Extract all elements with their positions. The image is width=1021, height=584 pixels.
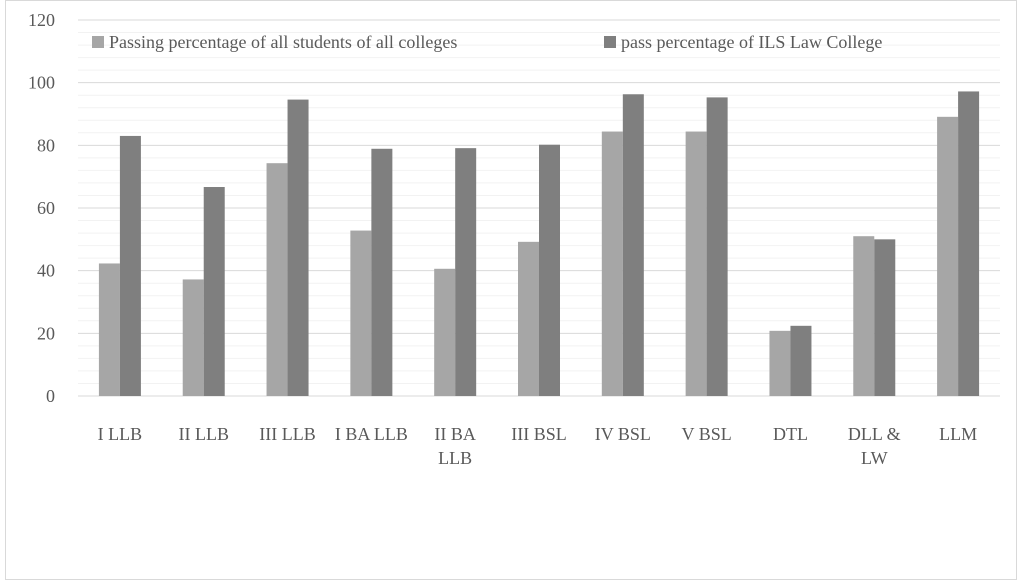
legend: Passing percentage of all students of al…: [92, 32, 882, 52]
x-tick-label: LLM: [939, 424, 977, 444]
legend-label: pass percentage of ILS Law College: [621, 32, 882, 52]
y-tick-label: 120: [28, 10, 55, 30]
bar-ils-law-college: [706, 97, 728, 396]
bar-ils-law-college: [539, 144, 560, 396]
bar-all-colleges: [769, 330, 791, 396]
x-tick-label: IV BSL: [595, 424, 651, 444]
bar-all-colleges: [350, 230, 372, 396]
bar-ils-law-college: [622, 94, 644, 396]
bars: [98, 91, 980, 396]
bar-ils-law-college: [790, 325, 812, 396]
y-tick-label: 100: [28, 73, 55, 93]
bar-ils-law-college: [958, 91, 980, 396]
x-axis-ticks: I LLB II LLB III LLB I BA LLB II BA LLB III BS…: [98, 424, 977, 468]
x-tick-label: I LLB: [98, 424, 143, 444]
chart-area: [5, 0, 1017, 580]
bar-all-colleges: [434, 268, 456, 396]
x-tick-label: II LLB: [178, 424, 228, 444]
y-tick-label: 40: [37, 261, 55, 281]
y-axis-ticks: 0 20 40 60 80 100 120: [28, 10, 55, 406]
bar-all-colleges: [601, 131, 623, 396]
bar-all-colleges: [266, 163, 288, 396]
x-tick-label: DLL & LW: [848, 424, 901, 468]
bar-ils-law-college: [119, 135, 141, 396]
x-tick-label: III BSL: [511, 424, 567, 444]
bar-ils-law-college: [371, 148, 393, 396]
y-tick-label: 0: [46, 386, 55, 406]
legend-label: Passing percentage of all students of al…: [109, 32, 457, 52]
bar-ils-law-college: [874, 239, 896, 396]
bar-ils-law-college: [203, 187, 225, 396]
bar-all-colleges: [98, 263, 120, 396]
y-tick-label: 20: [37, 323, 55, 343]
x-tick-label: I BA LLB: [335, 424, 408, 444]
x-tick-label: DTL: [773, 424, 808, 444]
legend-swatch: [92, 36, 104, 48]
x-tick-label: V BSL: [682, 424, 732, 444]
x-tick-label: III LLB: [259, 424, 315, 444]
bar-ils-law-college: [455, 148, 477, 396]
y-tick-label: 80: [37, 135, 55, 155]
bar-all-colleges: [182, 279, 204, 396]
bar-all-colleges: [518, 241, 539, 396]
x-tick-label: II BA LLB: [434, 424, 476, 468]
bar-ils-law-college: [287, 99, 309, 396]
y-tick-label: 60: [37, 198, 55, 218]
bar-all-colleges: [685, 131, 707, 396]
bar-all-colleges: [853, 236, 875, 396]
legend-swatch: [604, 36, 616, 48]
bar-all-colleges: [937, 116, 959, 396]
